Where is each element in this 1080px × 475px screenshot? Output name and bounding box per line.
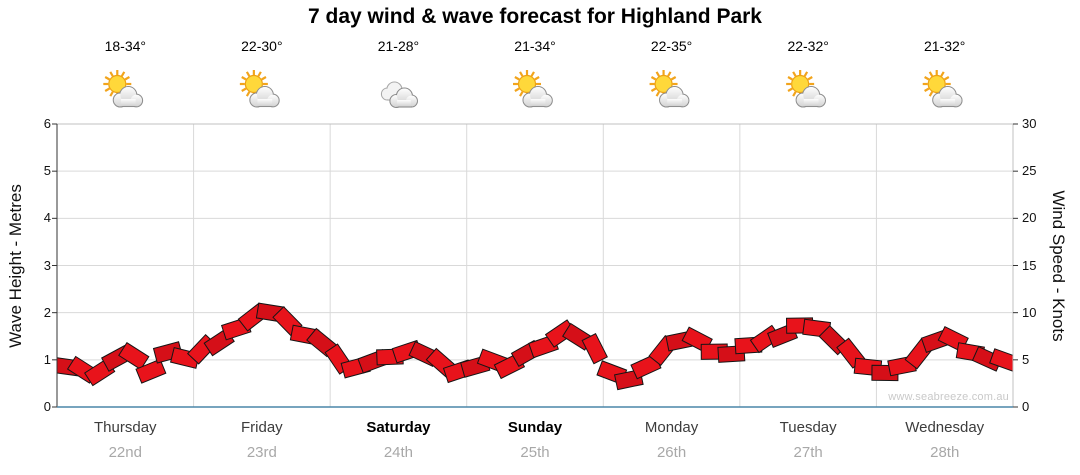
day-date: 23rd [246,444,277,461]
tick-label-right: 30 [1022,116,1037,131]
watermark: www.seabreeze.com.au [888,391,1009,403]
day-name: Friday [241,419,283,436]
tick-label-right: 20 [1022,210,1037,226]
temp-label: 22-32° [787,38,829,54]
day-name: Sunday [507,419,563,436]
wind-arrow [135,358,167,384]
sun-cloud-icon [513,70,553,108]
tick-label-left: 5 [43,163,51,179]
day-name: Thursday [94,419,157,436]
sun-cloud-icon [922,70,963,108]
temp-label: 21-28° [377,38,420,54]
temp-label: 22-30° [241,38,283,54]
wind-arrow [989,348,1013,372]
temp-label: 21-34° [514,38,556,54]
wind-arrow [630,353,662,380]
sun-cloud-icon [649,70,690,108]
wind-band [57,302,1013,391]
temp-label: 22-35° [650,38,693,54]
sun-cloud-icon [786,70,826,108]
day-date: 27th [793,444,823,461]
tick-label-left: 0 [43,399,51,414]
page-title: 7 day wind & wave forecast for Highland … [308,5,762,28]
day-date: 24th [383,444,414,461]
day-date: 22nd [108,444,142,461]
day-name: Tuesday [779,419,837,436]
day-name: Monday [644,419,699,436]
sun-cloud-icon [103,70,144,108]
tick-label-left: 1 [43,351,51,367]
tick-label-left: 6 [43,116,51,131]
day-name: Saturday [366,419,431,436]
temp-label: 18-34° [104,38,146,54]
sun-cloud-icon [239,70,280,108]
tick-label-right: 15 [1022,257,1037,273]
day-date: 26th [656,444,687,461]
tick-label-right: 10 [1022,304,1037,320]
tick-label-left: 4 [43,210,51,226]
day-date: 28th [930,444,960,461]
plot-frame [52,123,1018,408]
wind-arrow [581,333,608,365]
cloud-icon [380,81,418,109]
day-name: Wednesday [905,419,985,436]
temp-label: 21-32° [924,38,966,54]
tick-label-right: 5 [1022,351,1030,367]
grid [57,124,1013,407]
tick-label-left: 2 [43,304,51,320]
tick-label-right: 25 [1022,163,1037,179]
tick-label-right: 0 [1022,399,1030,414]
day-date: 25th [520,444,550,461]
tick-label-left: 3 [43,257,51,273]
